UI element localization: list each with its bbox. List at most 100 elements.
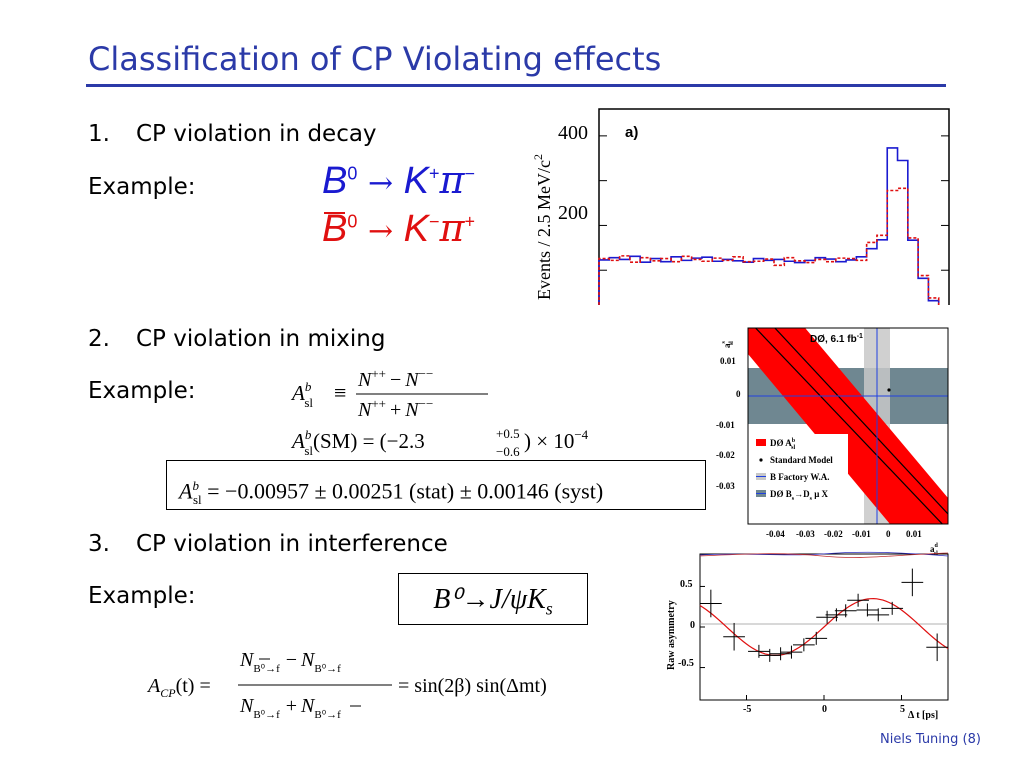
d0-title: DØ, 6.1 fb-1: [810, 333, 863, 345]
acp-num-N1: N: [239, 649, 255, 671]
asl-lhs-sup: b: [305, 379, 312, 394]
asl-num-N2: N: [404, 369, 420, 391]
asl-sm-text: (SM) = (−2.3: [313, 429, 425, 453]
acp-formula: ACP(t) = NB⁰→f − NB⁰→f NB⁰→f + NB⁰→f = sin(2…: [146, 649, 547, 721]
acp-lhs: ACP(t) =: [146, 675, 211, 700]
b-to-jpsiks-box: B⁰→J/ψKs: [398, 573, 588, 625]
acp-rhs: = sin(2β) sin(Δmt): [398, 675, 547, 697]
asl-den-N1: N: [357, 399, 373, 421]
b0bar-superscript: 0: [347, 211, 358, 232]
arrow-symbol: →: [367, 214, 394, 249]
d0-ytick-4: -0.03: [716, 481, 735, 491]
acp-den-plus: +: [286, 695, 297, 717]
d0-legend-bg: [752, 434, 848, 504]
reaction-b0bar-to-kpi: B0 → K−π+: [322, 206, 475, 251]
acp-num-minus: −: [286, 649, 297, 671]
kaon-charge: +: [429, 163, 440, 184]
b0bar-symbol: B: [322, 208, 348, 250]
asl-definition-formula: Ab sl ≡ N++ − N−− N++ + N−−: [290, 366, 488, 421]
section1-text: CP violation in decay: [136, 121, 377, 147]
asl-sm-tail-text: ) × 10: [524, 429, 574, 453]
section3-number: 3.: [88, 531, 110, 557]
asym-xlabel: Δ t [ps]: [908, 710, 938, 720]
d0-legend-bs: DØ Bs→Ds μ X: [770, 489, 829, 502]
asl-sm-exponent: −4: [574, 427, 588, 442]
asym-ytick-0: 0.5: [680, 579, 693, 590]
decay-box-text: B⁰→J/ψK: [433, 584, 546, 615]
asym-ylabel: Raw asymmetry: [666, 600, 677, 670]
plot-a-frame: [598, 108, 950, 305]
acp-den-sub2: B⁰→f: [314, 709, 341, 721]
d0-legend-swatch-asl: [756, 439, 766, 446]
d0-legend-asl: DØ Ab sl: [770, 438, 796, 451]
b0-superscript: 0: [347, 163, 358, 184]
acp-den-N1: N: [239, 695, 255, 717]
d0-xtick-4: 0: [886, 529, 891, 539]
section1-number: 1.: [88, 121, 110, 147]
asl-sm-down-error: −0.6: [496, 444, 520, 459]
pion-symbol: π: [439, 158, 465, 202]
asl-sm-tail: ) × 10−4: [524, 427, 589, 453]
acp-denominator: NB⁰→f + NB⁰→f: [239, 695, 341, 721]
asym-ytick-2: -0.5: [678, 658, 694, 669]
asym-xtick-0: -5: [743, 704, 751, 715]
section1-example-label: Example:: [88, 174, 196, 200]
d0-legend-bs-tail2: μ X: [812, 489, 829, 499]
d0-legend: DØ Ab sl Standard Model B Factory W.A. DØ…: [752, 434, 848, 504]
asym-ytick-1: 0: [690, 620, 695, 631]
acp-den-sub1: B⁰→f: [253, 709, 280, 721]
d0-asl-band: [748, 328, 948, 524]
asym-top-wiggle-red: [699, 552, 949, 558]
d0-legend-asl-sup: b: [792, 438, 796, 444]
d0-legend-bs-tail: →D: [794, 489, 810, 499]
decay-box-sub: s: [545, 598, 553, 619]
plot-a-mass-histogram: 400 200 a) Events / 2.5 MeV/c2: [531, 108, 950, 305]
asym-xtick-1: 0: [822, 704, 827, 715]
acp-lhs-sub: CP: [160, 686, 176, 700]
d0-legend-bs-text: DØ B: [770, 489, 792, 499]
d0-ytick-1: 0: [736, 389, 741, 399]
acp-lhs-arg: (t) =: [176, 675, 211, 697]
d0-xlabel-sup: d: [935, 543, 939, 549]
asl-lhs: Ab sl: [290, 379, 313, 410]
b0-symbol: B: [322, 160, 348, 202]
acp-num-N2: N: [300, 649, 316, 671]
asym-xtick-2: 5: [900, 704, 905, 715]
kaon-symbol: K: [403, 160, 429, 202]
plot-a-series-1: [598, 187, 940, 305]
acp-lhs-A: A: [146, 675, 161, 697]
asl-equiv: ≡: [334, 380, 346, 405]
section3-text: CP violation in interference: [136, 531, 448, 557]
d0-legend-bfac: B Factory W.A.: [770, 472, 830, 482]
asl-den-N2: N: [404, 399, 420, 421]
plot-raw-asymmetry: 0.5 0 -0.5 -5 0 5 Δ t [ps] Raw asymmetry: [666, 551, 949, 720]
d0-title-text: DØ, 6.1 fb: [810, 334, 857, 345]
d0-xtick-2: -0.02: [824, 529, 843, 539]
pion-charge: +: [464, 211, 476, 232]
acp-num-sub2: B⁰→f: [314, 663, 341, 675]
reaction-b0-to-kpi: B0 → K+π−: [322, 158, 475, 203]
d0-legend-asl-text: DØ A: [770, 438, 792, 448]
d0-frame: [747, 327, 949, 525]
pion-symbol: π: [439, 206, 465, 250]
asl-num-sup2: −−: [419, 366, 434, 381]
plot-a-series: [598, 147, 940, 305]
d0-legend-bs-sub: s: [792, 496, 795, 502]
d0-title-sup: -1: [857, 333, 863, 340]
d0-central-line-2: [774, 328, 948, 515]
asl-denominator: N++ + N−−: [357, 396, 433, 421]
asl-numerator: N++ − N−−: [357, 366, 433, 391]
asl-sm-sup: b: [305, 427, 312, 442]
plot-a-ticks: [599, 135, 949, 271]
d0-legend-ds-sub: s: [810, 496, 813, 502]
asym-fit-curve: [699, 597, 949, 657]
asl-num-N1: N: [357, 369, 373, 391]
d0-ytick-3: -0.02: [716, 450, 735, 460]
asl-measurement-box: Absl = −0.00957 ± 0.00251 (stat) ± 0.001…: [166, 460, 706, 510]
asl-meas-sub: sl: [192, 491, 202, 507]
plot-a-ytick-200: 200: [558, 202, 588, 224]
slide-title: Classification of CP Violating effects: [88, 40, 662, 78]
asl-sm-formula: Ab sl(SM) = (−2.3 +0.5 −0.6 ) × 10−4: [290, 426, 589, 459]
plot-a-ylabel-sup: 2: [531, 154, 545, 160]
slide-footer: Niels Tuning (8): [880, 732, 981, 747]
